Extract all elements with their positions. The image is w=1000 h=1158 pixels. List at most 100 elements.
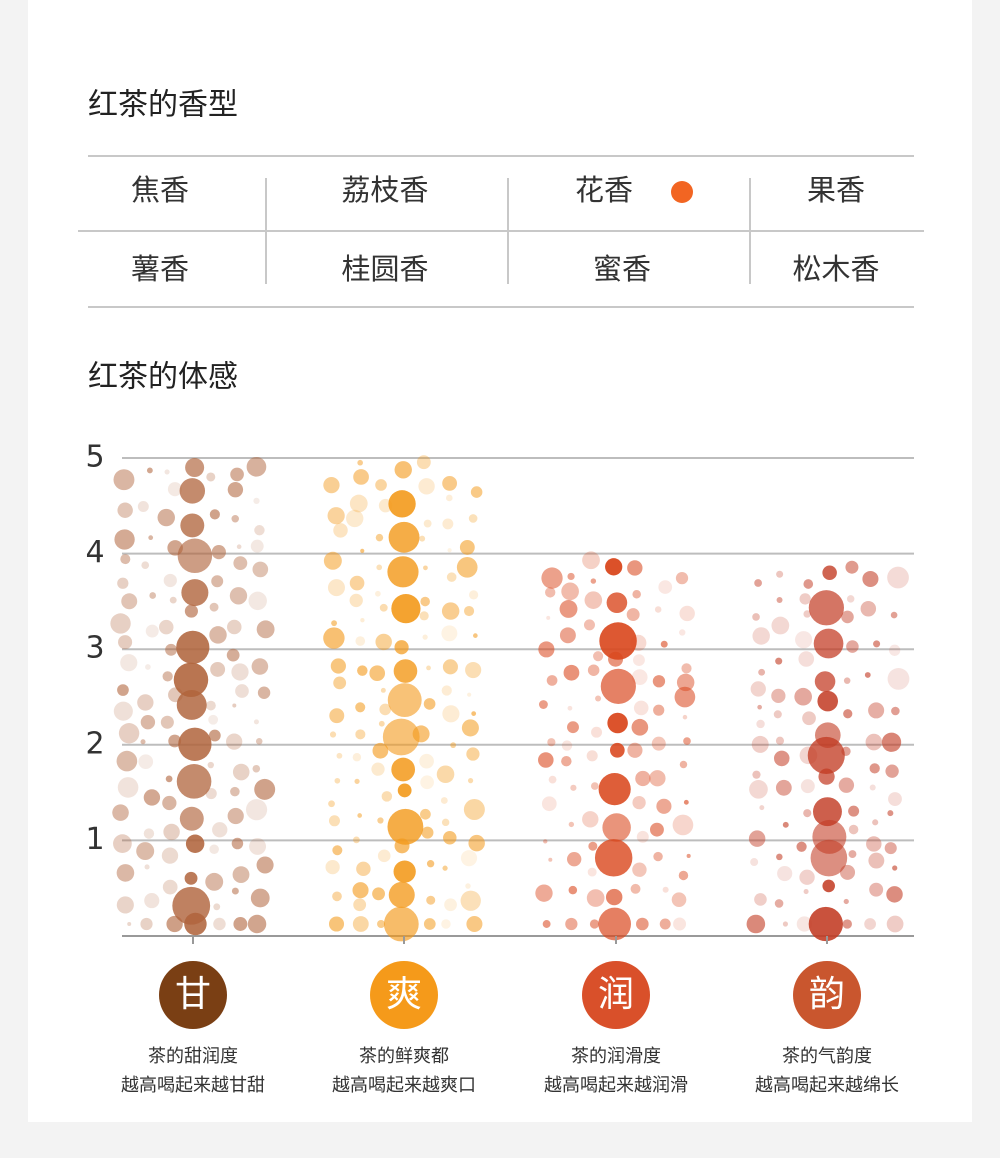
bubble xyxy=(468,514,478,523)
y-tick-label: 3 xyxy=(85,631,104,666)
bubble xyxy=(441,685,452,696)
bubble xyxy=(353,898,367,912)
bubble xyxy=(331,620,338,627)
bubble xyxy=(860,601,877,617)
bubble xyxy=(599,622,637,660)
bubble xyxy=(446,494,453,502)
bubble xyxy=(587,664,600,676)
bubble xyxy=(161,847,179,864)
bubble xyxy=(378,720,385,727)
bubble xyxy=(607,712,628,734)
bubble xyxy=(583,619,595,631)
bubble xyxy=(803,579,814,589)
bubble xyxy=(846,595,855,603)
bubble xyxy=(757,704,762,710)
bubble xyxy=(354,778,360,784)
bubble xyxy=(253,497,260,505)
bubble xyxy=(210,661,226,677)
bubble xyxy=(421,826,434,839)
aroma-cell: 蜜香 xyxy=(593,252,651,286)
bubble xyxy=(418,478,435,495)
bubble xyxy=(803,809,812,818)
bubble xyxy=(423,565,428,571)
bubble xyxy=(352,916,369,932)
bubble xyxy=(609,742,625,758)
bubble xyxy=(799,869,815,885)
bubble xyxy=(566,851,582,867)
bubble xyxy=(422,634,428,640)
bubble-column xyxy=(110,456,276,936)
bubble xyxy=(169,596,177,604)
category-label: 润 xyxy=(598,974,634,1015)
bubble xyxy=(750,858,759,867)
bubble xyxy=(675,572,689,585)
bubble xyxy=(795,631,813,649)
bubble xyxy=(659,918,671,930)
bubble xyxy=(814,671,836,692)
bubble xyxy=(546,615,551,620)
bubble xyxy=(379,603,388,612)
bubble xyxy=(563,664,580,681)
bubble xyxy=(845,560,859,574)
bubble xyxy=(209,602,219,612)
bubble xyxy=(752,770,761,779)
bubble xyxy=(207,761,214,769)
bubble xyxy=(775,657,783,665)
bubble xyxy=(230,467,244,482)
bubble xyxy=(671,892,687,907)
bubble xyxy=(113,834,132,853)
bubble xyxy=(375,533,384,542)
bubble xyxy=(447,548,452,553)
bubble xyxy=(751,735,769,753)
bubble xyxy=(334,777,341,784)
bubble xyxy=(559,627,576,644)
bubble xyxy=(548,857,553,862)
bubble xyxy=(541,796,557,812)
section-title: 红茶的体感 xyxy=(88,360,238,395)
bubble xyxy=(113,701,133,721)
y-tick-label: 4 xyxy=(85,535,104,570)
bubble xyxy=(394,640,409,655)
bubble xyxy=(333,676,347,690)
bubble xyxy=(144,893,160,909)
bubble xyxy=(463,605,475,617)
bubble xyxy=(473,633,478,638)
bubble xyxy=(866,836,882,852)
bubble xyxy=(143,828,155,839)
bubble xyxy=(460,850,478,867)
bubble xyxy=(561,740,573,751)
bubble xyxy=(208,714,219,725)
bubble xyxy=(211,575,224,588)
bubble xyxy=(541,567,563,589)
bubble xyxy=(869,882,884,897)
category-badge xyxy=(582,961,650,1029)
bubble xyxy=(231,663,249,681)
bubble xyxy=(441,625,458,642)
bubble xyxy=(323,627,345,649)
bubble xyxy=(746,914,766,934)
y-tick-label: 1 xyxy=(85,822,104,857)
bubble xyxy=(869,763,880,774)
bubble xyxy=(426,665,431,671)
bubble xyxy=(148,535,154,541)
bubble xyxy=(595,695,602,702)
bubble xyxy=(543,839,548,844)
bubble xyxy=(245,799,268,821)
bubble xyxy=(586,750,598,762)
bubble xyxy=(568,885,578,895)
bubble xyxy=(456,556,478,578)
bubble xyxy=(355,702,366,713)
bubble xyxy=(327,579,345,597)
bubble xyxy=(888,644,901,656)
bubble xyxy=(582,551,600,570)
bubble xyxy=(356,861,371,877)
bubble xyxy=(185,458,205,478)
category-badge xyxy=(159,961,227,1029)
bubble xyxy=(590,578,597,584)
bubble xyxy=(884,842,897,855)
category-description: 越高喝起来越爽口 xyxy=(332,1075,476,1096)
bubble xyxy=(121,593,138,610)
bubble xyxy=(682,714,688,720)
bubble xyxy=(233,556,248,571)
